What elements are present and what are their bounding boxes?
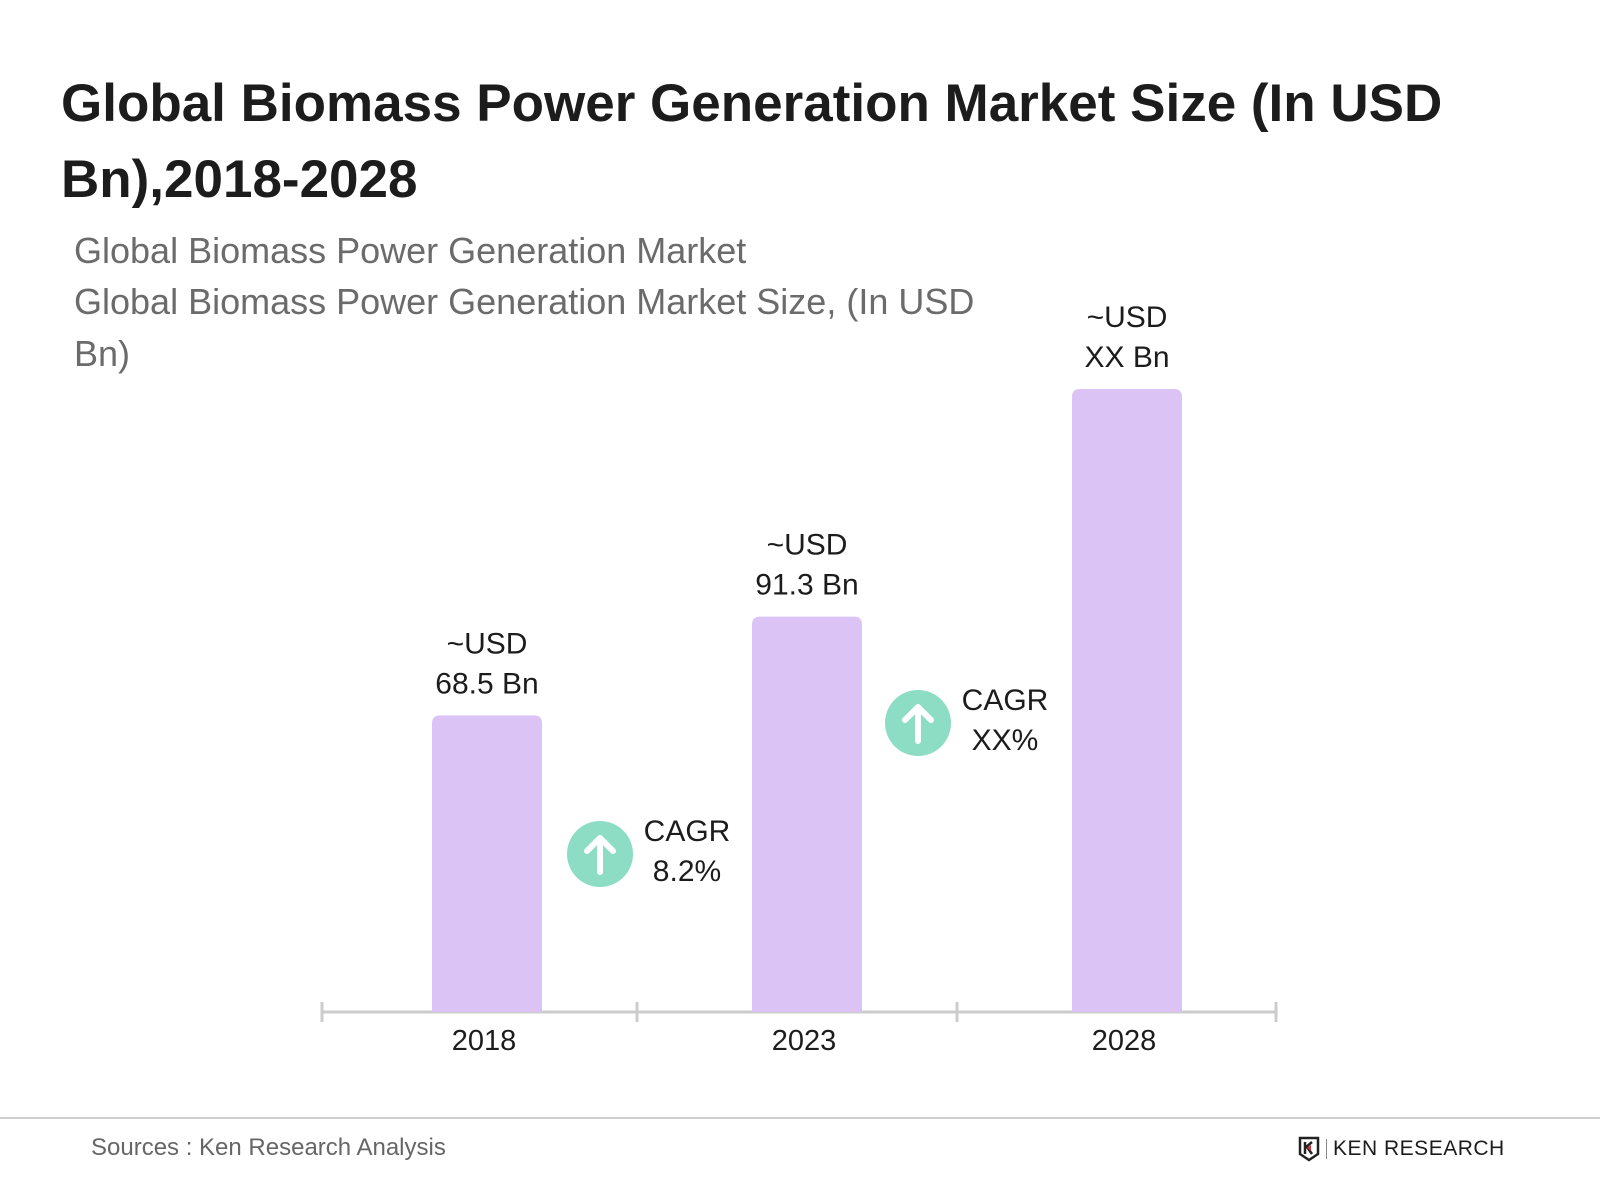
- arrow-up-icon: [584, 835, 616, 875]
- subtitle-line-1: Global Biomass Power Generation Market: [74, 230, 747, 271]
- chart-subtitle: Global Biomass Power Generation Market G…: [74, 226, 1034, 380]
- bar-2023: [752, 616, 862, 1012]
- data-label-2023-line1: ~USD: [767, 529, 848, 562]
- cagr-label: CAGR: [644, 815, 731, 848]
- ken-shield-icon: [1298, 1136, 1320, 1162]
- subtitle-line-2: Global Biomass Power Generation Market S…: [74, 281, 975, 374]
- data-label-2018-line2: 68.5 Bn: [435, 667, 538, 700]
- source-note: Sources : Ken Research Analysis: [91, 1134, 446, 1161]
- data-label-2028-line2: XX Bn: [1084, 341, 1169, 374]
- chart-title: Global Biomass Power Generation Market S…: [61, 74, 1443, 209]
- ken-research-logo: KEN RESEARCH: [1298, 1136, 1505, 1162]
- bar-2018: [432, 715, 542, 1012]
- logo-text: KEN RESEARCH: [1333, 1137, 1505, 1160]
- data-label-2028-line1: ~USD: [1087, 301, 1168, 334]
- x-tick-label-2023: 2023: [772, 1025, 837, 1057]
- cagr-label: CAGR: [962, 684, 1049, 717]
- arrow-up-icon: [902, 704, 934, 744]
- footer-divider: [0, 1117, 1600, 1119]
- cagr-value: 8.2%: [653, 855, 721, 888]
- x-tick-label-2018: 2018: [452, 1025, 517, 1057]
- data-label-2023-line2: 91.3 Bn: [755, 569, 858, 602]
- data-label-2018-line1: ~USD: [447, 627, 528, 660]
- bar-2028: [1072, 389, 1182, 1012]
- cagr-value: XX%: [972, 724, 1039, 757]
- x-tick-label-2028: 2028: [1092, 1025, 1157, 1057]
